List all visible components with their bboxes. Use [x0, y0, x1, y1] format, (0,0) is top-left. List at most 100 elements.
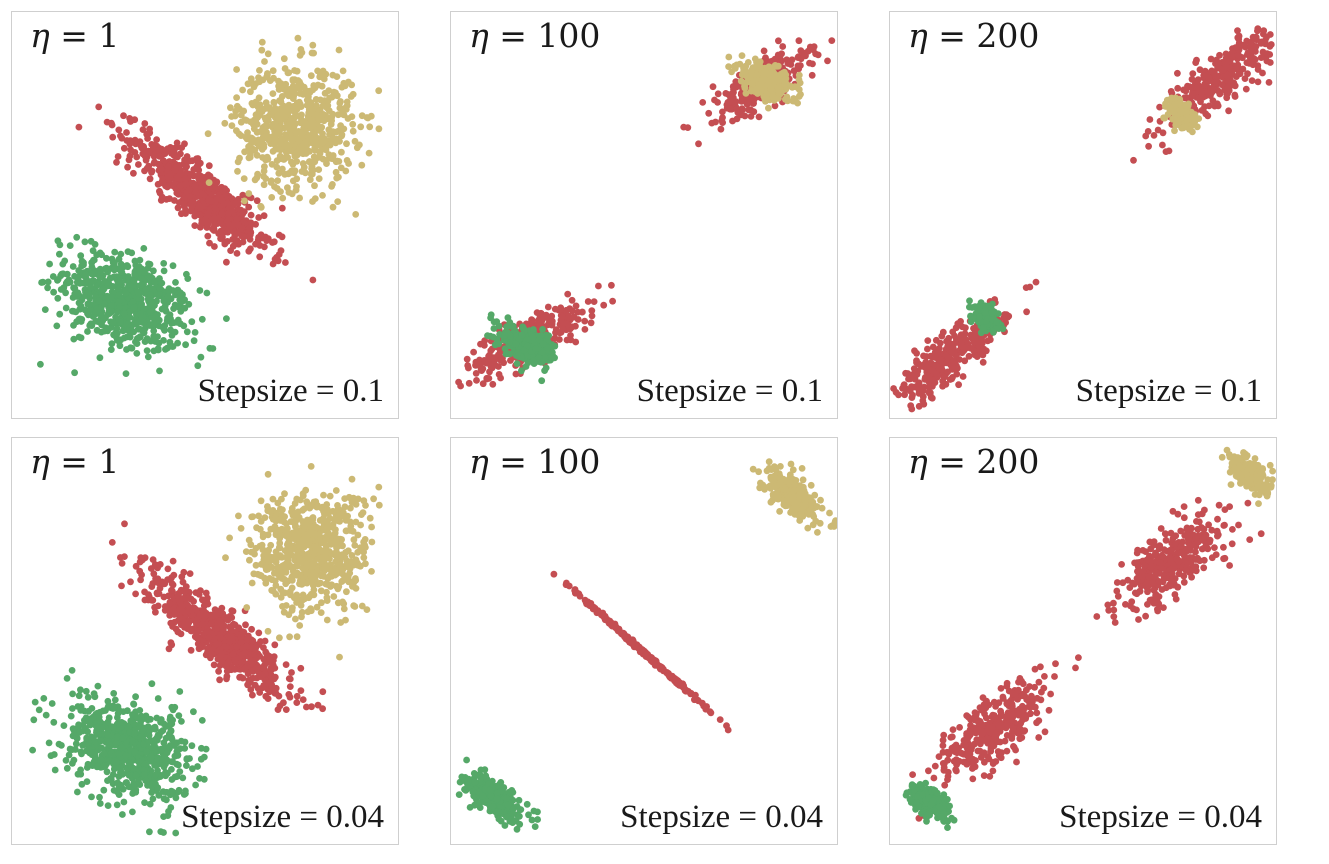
scatter-point-green	[487, 314, 494, 322]
scatter-point-green	[541, 367, 548, 374]
scatter-point-gold	[289, 177, 297, 185]
scatter-point-green	[129, 737, 136, 745]
scatter-point-green	[89, 270, 96, 278]
scatter-point-red	[211, 222, 218, 229]
scatter-point-red	[943, 359, 951, 367]
scatter-point-gold	[298, 129, 306, 137]
scatter-point-gold	[743, 79, 750, 86]
scatter-point-green	[111, 265, 118, 273]
scatter-point-green	[197, 755, 205, 763]
scatter-point-green	[175, 712, 183, 719]
scatter-point-green	[156, 732, 163, 740]
scatter-point-red	[1242, 85, 1250, 93]
scatter-point-gold	[352, 211, 360, 218]
scatter-point-green	[77, 252, 85, 260]
scatter-point-red	[455, 378, 462, 386]
scatter-point-green	[162, 722, 170, 730]
scatter-point-green	[529, 357, 537, 365]
scatter-point-gold	[338, 148, 345, 156]
scatter-point-green	[92, 309, 100, 316]
scatter-point-green	[143, 347, 151, 354]
scatter-point-green	[56, 241, 64, 249]
scatter-point-green	[164, 293, 172, 300]
scatter-point-red	[1207, 55, 1215, 63]
scatter-point-red	[131, 149, 139, 156]
scatter-point-red	[175, 191, 182, 198]
scatter-point-red	[946, 376, 954, 383]
scatter-point-gold	[293, 183, 300, 191]
scatter-point-red	[134, 139, 141, 147]
scatter-point-green	[142, 760, 150, 768]
scatter-point-gold	[1168, 94, 1175, 102]
scatter-point-red	[1165, 147, 1173, 155]
scatter-point-red	[945, 340, 952, 348]
scatter-point-green	[549, 353, 557, 360]
scatter-point-gold	[292, 120, 299, 127]
scatter-point-red	[936, 339, 944, 347]
scatter-point-green	[63, 675, 71, 682]
scatter-point-red	[1235, 69, 1243, 77]
scatter-point-green	[200, 775, 208, 783]
scatter-point-red	[1189, 70, 1197, 77]
scatter-point-red	[473, 377, 480, 384]
scatter-point-gold	[765, 104, 772, 112]
scatter-point-red	[219, 233, 226, 241]
scatter-point-red	[270, 238, 278, 246]
scatter-point-gold	[329, 71, 337, 79]
scatter-point-gold	[296, 52, 304, 59]
scatter-point-gold	[313, 102, 320, 109]
scatter-point-red	[714, 90, 722, 98]
scatter-point-green	[48, 700, 56, 707]
scatter-point-green	[73, 734, 81, 742]
scatter-point-red	[927, 359, 935, 367]
scatter-point-red	[732, 98, 740, 105]
scatter-point-green	[74, 274, 82, 281]
scatter-point-green	[539, 340, 547, 348]
scatter-point-red	[980, 345, 988, 353]
scatter-point-green	[123, 346, 130, 353]
scatter-point-red	[1225, 77, 1232, 84]
scatter-point-green	[182, 787, 189, 795]
scatter-point-red	[708, 119, 716, 127]
scatter-point-red	[164, 565, 172, 573]
scatter-point-red	[495, 363, 502, 370]
scatter-point-red	[1196, 66, 1204, 74]
scatter-point-red	[1243, 59, 1251, 67]
scatter-point-red	[913, 349, 920, 357]
scatter-point-green	[87, 237, 95, 245]
scatter-point-green	[133, 350, 141, 357]
scatter-point-red	[1213, 100, 1221, 108]
scatter-point-green	[139, 328, 147, 335]
scatter-point-gold	[338, 131, 346, 138]
scatter-point-gold	[349, 90, 357, 98]
scatter-point-green	[151, 278, 159, 286]
scatter-point-green	[504, 314, 512, 322]
scatter-point-red	[197, 204, 204, 212]
scatter-point-red	[924, 345, 931, 353]
scatter-point-green	[31, 698, 39, 706]
series-red	[108, 520, 327, 713]
scatter-point-red	[1257, 54, 1265, 61]
scatter-point-gold	[287, 116, 295, 124]
stepsize-prefix: Stepsize =	[636, 373, 782, 409]
scatter-point-green	[145, 260, 152, 268]
scatter-point-gold	[233, 94, 241, 101]
scatter-point-gold	[329, 128, 337, 135]
scatter-point-gold	[264, 71, 271, 79]
scatter-point-gold	[292, 129, 300, 137]
scatter-point-green	[105, 714, 113, 722]
scatter-point-gold	[297, 46, 305, 53]
scatter-point-red	[959, 373, 967, 380]
scatter-point-red	[275, 231, 283, 239]
scatter-point-green	[86, 300, 94, 308]
scatter-point-red	[986, 336, 994, 344]
scatter-point-red	[973, 353, 981, 360]
scatter-point-red	[1247, 43, 1255, 50]
scatter-point-gold	[280, 55, 288, 63]
scatter-point-green	[111, 248, 119, 256]
scatter-point-gold	[787, 82, 794, 90]
scatter-point-green	[75, 333, 83, 341]
scatter-point-red	[727, 96, 734, 103]
scatter-point-red	[1204, 112, 1212, 120]
scatter-point-red	[274, 257, 282, 265]
